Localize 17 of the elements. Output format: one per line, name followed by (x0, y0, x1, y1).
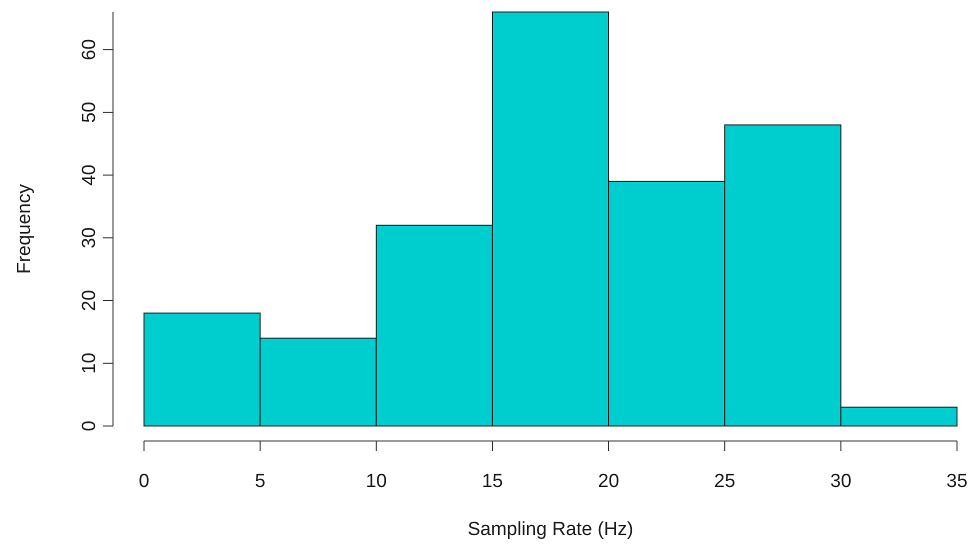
x-tick-label: 10 (366, 471, 387, 492)
y-tick-label: 0 (79, 420, 100, 432)
y-tick-label: 30 (79, 227, 100, 248)
x-tick-label: 5 (254, 471, 266, 492)
x-tick-label: 25 (714, 471, 736, 492)
y-axis-title: Frequency (14, 184, 35, 274)
y-tick-label: 60 (79, 39, 100, 60)
x-axis-title: Sampling Rate (Hz) (468, 519, 634, 540)
x-tick-label: 35 (946, 471, 968, 492)
y-tick-label: 20 (79, 290, 100, 312)
y-tick-label: 40 (79, 164, 100, 186)
x-tick-label: 30 (830, 471, 852, 492)
x-tick-label: 0 (138, 471, 150, 492)
y-tick-label: 50 (79, 102, 100, 123)
x-tick-label: 15 (482, 471, 503, 492)
y-tick-label: 10 (79, 352, 100, 374)
x-tick-label: 20 (598, 471, 620, 492)
